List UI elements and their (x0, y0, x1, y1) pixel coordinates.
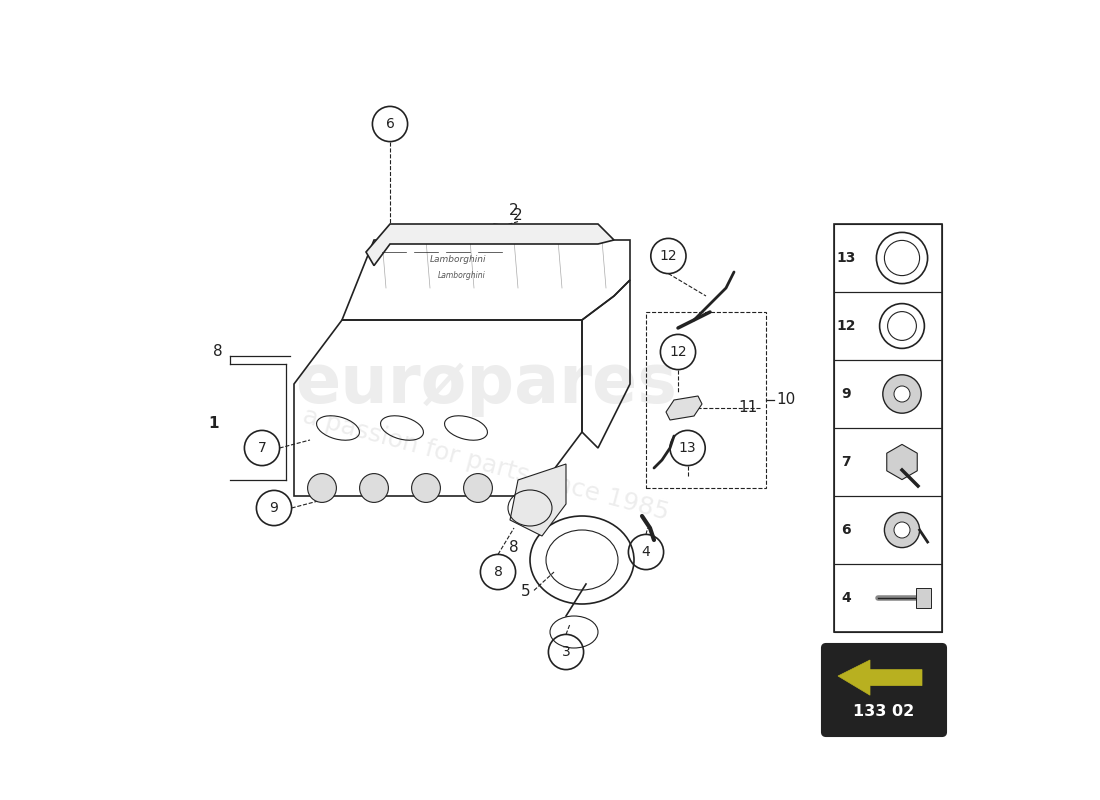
Text: 10: 10 (777, 393, 795, 407)
Text: 1: 1 (209, 417, 219, 431)
Text: 11: 11 (739, 401, 758, 415)
Circle shape (894, 522, 910, 538)
Bar (834, 292, 942, 360)
Text: 12: 12 (669, 345, 686, 359)
Text: 9: 9 (270, 501, 278, 515)
Text: 2: 2 (514, 209, 522, 223)
Text: 13: 13 (679, 441, 696, 455)
Circle shape (360, 474, 388, 502)
Polygon shape (887, 444, 917, 480)
Text: 4: 4 (842, 591, 851, 605)
Polygon shape (366, 224, 614, 266)
Polygon shape (510, 464, 566, 536)
Text: 5: 5 (521, 585, 531, 599)
Bar (916, 589, 931, 608)
Text: 6: 6 (386, 117, 395, 131)
Text: 9: 9 (842, 387, 850, 401)
Text: 13: 13 (836, 251, 856, 265)
Text: 6: 6 (842, 523, 850, 537)
Circle shape (463, 474, 493, 502)
Bar (834, 224, 942, 292)
Circle shape (308, 474, 337, 502)
Text: 3: 3 (562, 645, 571, 659)
Text: 7: 7 (842, 455, 850, 469)
Polygon shape (838, 660, 922, 695)
Bar (834, 564, 942, 632)
Circle shape (884, 513, 920, 548)
Bar (834, 496, 942, 564)
Text: 2: 2 (509, 203, 519, 218)
Text: 8: 8 (509, 541, 519, 555)
Text: Lamborghini: Lamborghini (430, 255, 486, 265)
Text: 4: 4 (641, 545, 650, 559)
Bar (834, 360, 942, 428)
FancyBboxPatch shape (822, 644, 946, 736)
Text: 12: 12 (836, 319, 856, 333)
Bar (834, 428, 942, 496)
Polygon shape (666, 396, 702, 420)
Text: Lamborghini: Lamborghini (438, 271, 486, 281)
Circle shape (411, 474, 440, 502)
Text: 12: 12 (660, 249, 678, 263)
Text: eurøpares: eurøpares (295, 351, 676, 417)
Text: 7: 7 (257, 441, 266, 455)
Circle shape (894, 386, 910, 402)
Text: 8: 8 (494, 565, 503, 579)
Text: 133 02: 133 02 (854, 705, 914, 719)
Circle shape (883, 374, 921, 414)
Text: 8: 8 (213, 345, 223, 359)
Text: a passion for parts since 1985: a passion for parts since 1985 (300, 403, 672, 525)
Bar (834, 224, 942, 632)
